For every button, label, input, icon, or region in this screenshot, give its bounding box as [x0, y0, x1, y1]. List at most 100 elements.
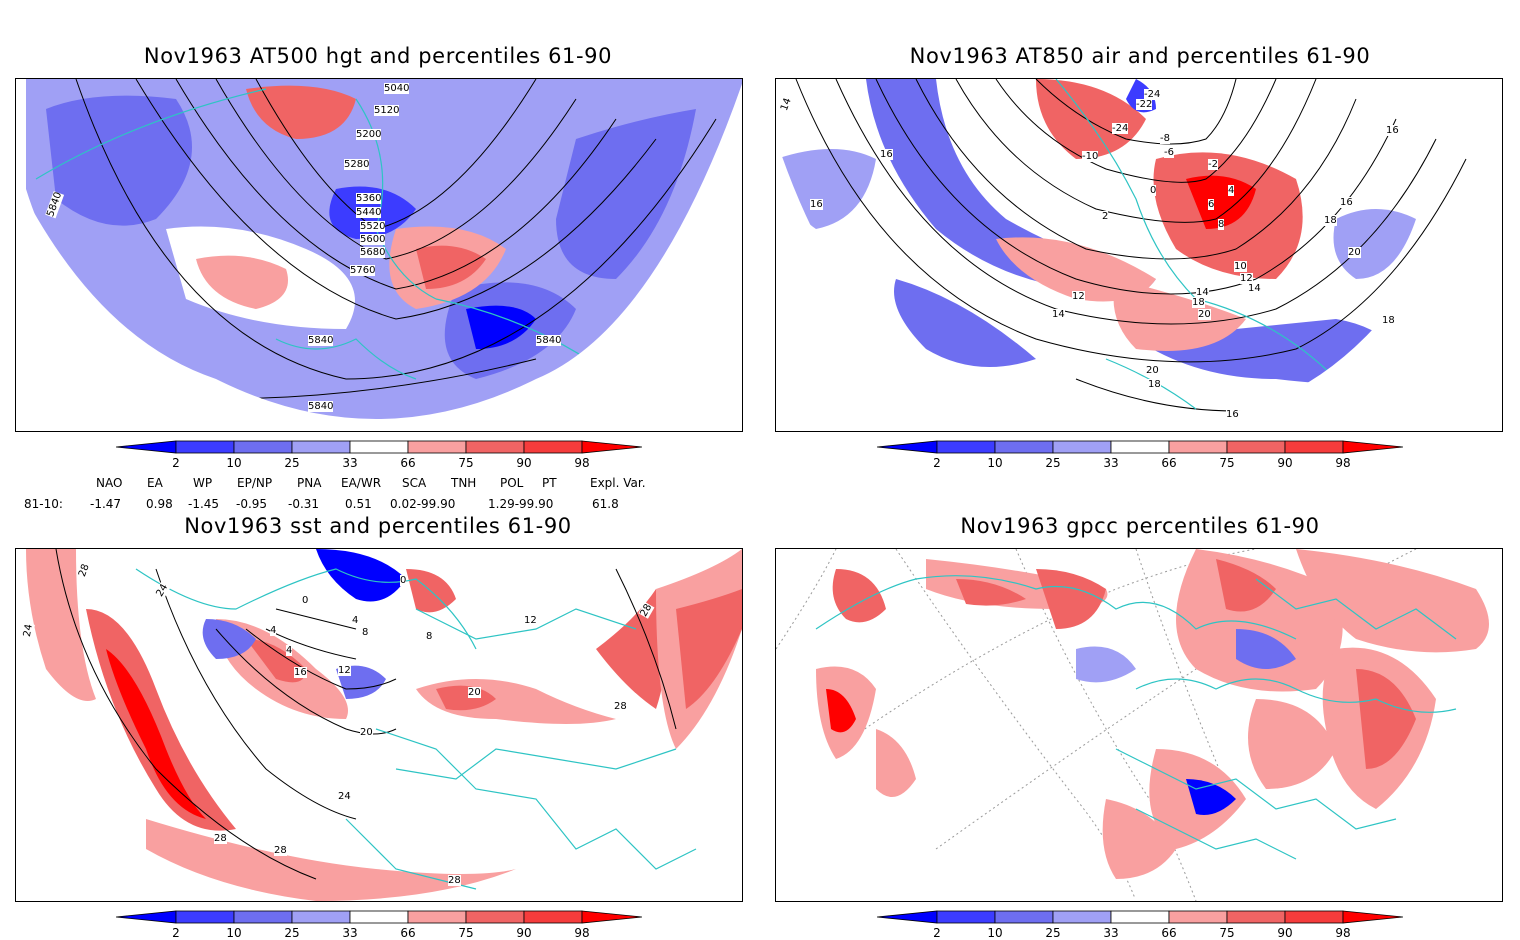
colorbar-tick-label: 90	[1277, 456, 1293, 470]
colorbar-segment	[523, 440, 583, 454]
contour-label: 8	[1218, 219, 1225, 230]
panel-title-at500: Nov1963 AT500 hgt and percentiles 61-90	[143, 44, 613, 68]
colorbar-segment	[1284, 440, 1344, 454]
contour-label: 20	[1198, 309, 1211, 320]
map-panel-sst: 24 28 24 0 0 4 4 8 12 16 4 8 12 20 24 28…	[15, 548, 743, 902]
colorbar-tick-label: 75	[1219, 456, 1235, 470]
map-canvas-sst	[16, 549, 742, 901]
tele-value-ea: 0.98	[146, 497, 173, 511]
colorbar-tick-label: 10	[226, 456, 242, 470]
map-canvas-gpcc	[776, 549, 1489, 901]
contour-label: 5840	[308, 335, 334, 346]
colorbar-segment	[1168, 910, 1228, 924]
tele-value-nao: -1.47	[90, 497, 122, 511]
tele-value-epnp: -0.95	[236, 497, 268, 511]
colorbar-at500: 2 10 25 33 66 75 90 98	[116, 440, 642, 470]
colorbar-at850: 2 10 25 33 66 75 90 98	[877, 440, 1403, 470]
colorbar-tick-label: 2	[933, 456, 941, 470]
panel-title-sst: Nov1963 sst and percentiles 61-90	[184, 514, 572, 538]
colorbar-segment	[1052, 910, 1112, 924]
contour-label: 5840	[536, 335, 562, 346]
tele-value-eawr: 0.51	[345, 497, 372, 511]
contour-label: 0	[1150, 185, 1157, 196]
contour-label: 14	[1052, 309, 1065, 320]
contour-label: 5760	[350, 265, 376, 276]
colorbar-tick-label: 2	[933, 926, 941, 940]
colorbar-tick-label: 66	[400, 456, 416, 470]
tele-value-pol: 1.29-99.90	[488, 497, 554, 511]
colorbar-segment	[407, 440, 467, 454]
contour-label: -22	[1136, 99, 1153, 110]
contour-label: 5840	[308, 401, 334, 412]
contour-label: -6	[1164, 147, 1174, 158]
colorbar-segment	[1342, 440, 1403, 454]
colorbar-tick-label: 33	[1103, 456, 1119, 470]
colorbar-tick-label: 25	[284, 456, 300, 470]
panel-title-gpcc: Nov1963 gpcc percentiles 61-90	[960, 514, 1320, 538]
colorbar-gpcc: 2 10 25 33 66 75 90 98	[877, 910, 1403, 940]
tele-header-nao: NAO	[96, 476, 123, 490]
map-canvas-at500	[16, 79, 742, 431]
colorbar-segment	[465, 440, 525, 454]
contour-label: 12	[1072, 291, 1085, 302]
colorbar-segment	[936, 440, 996, 454]
colorbar-segment	[233, 910, 293, 924]
contour-label: 12	[338, 665, 351, 676]
colorbar-tick-label: 90	[516, 926, 532, 940]
colorbar-tick-label: 10	[226, 926, 242, 940]
colorbar-segment	[877, 440, 938, 454]
tele-value-pna: -0.31	[288, 497, 320, 511]
colorbar-tick-label: 98	[1335, 456, 1351, 470]
colorbar-tick-label: 10	[987, 456, 1003, 470]
contour-label: 2	[1102, 211, 1109, 222]
colorbar-tick-label: 66	[400, 926, 416, 940]
colorbar-segment	[877, 910, 938, 924]
colorbar-segment	[523, 910, 583, 924]
colorbar-tick-label: 25	[1045, 926, 1061, 940]
colorbar-tick-label: 25	[284, 926, 300, 940]
colorbar-tick-label: 2	[172, 926, 180, 940]
map-panel-gpcc	[775, 548, 1503, 902]
colorbar-segment	[581, 910, 642, 924]
contour-label: 16	[1386, 125, 1399, 136]
contour-label: 18	[1382, 315, 1395, 326]
contour-label: 20	[468, 687, 481, 698]
colorbar-segment	[116, 910, 177, 924]
colorbar-segment	[233, 440, 293, 454]
contour-label: -10	[1082, 151, 1099, 162]
colorbar-segment	[175, 440, 235, 454]
contour-label: 16	[1340, 197, 1353, 208]
contour-label: 18	[1148, 379, 1161, 390]
colorbar-segment	[994, 440, 1054, 454]
contour-label: 5680	[360, 247, 386, 258]
contour-label: 20	[1348, 247, 1361, 258]
contour-label: 8	[362, 627, 369, 638]
tele-header-eawr: EA/WR	[341, 476, 382, 490]
contour-label: 0	[302, 595, 309, 606]
contour-label: 5440	[356, 207, 382, 218]
tele-header-epnp: EP/NP	[237, 476, 273, 490]
colorbar-segment	[116, 440, 177, 454]
colorbar-tick-label: 2	[172, 456, 180, 470]
contour-label: 24	[21, 623, 35, 638]
contour-label: 5040	[384, 83, 410, 94]
contour-label: 12	[524, 615, 537, 626]
map-panel-at500: 5040 5120 5200 5280 5360 5440 5520 5600 …	[15, 78, 743, 432]
colorbar-segment	[1052, 440, 1112, 454]
contour-label: 24	[338, 791, 351, 802]
contour-label: 4	[270, 625, 277, 636]
colorbar-segment	[1342, 910, 1403, 924]
contour-label: 0	[400, 575, 407, 586]
panel-title-at850: Nov1963 AT850 air and percentiles 61-90	[909, 44, 1371, 68]
contour-label: -2	[1208, 159, 1218, 170]
colorbar-tick-label: 75	[458, 456, 474, 470]
contour-label: 4	[1228, 185, 1235, 196]
contour-label: 16	[810, 199, 823, 210]
tele-header-tnh: TNH	[451, 476, 477, 490]
colorbar-tick-label: 66	[1161, 926, 1177, 940]
contour-label: 18	[1192, 297, 1205, 308]
contour-label: 4	[352, 615, 359, 626]
contour-label: 6	[1208, 199, 1215, 210]
colorbar-segment	[1168, 440, 1228, 454]
map-panel-at850: 14 16 16 -24 -22 -24 -10 -8 -6 -2 0 2 4 …	[775, 78, 1503, 432]
